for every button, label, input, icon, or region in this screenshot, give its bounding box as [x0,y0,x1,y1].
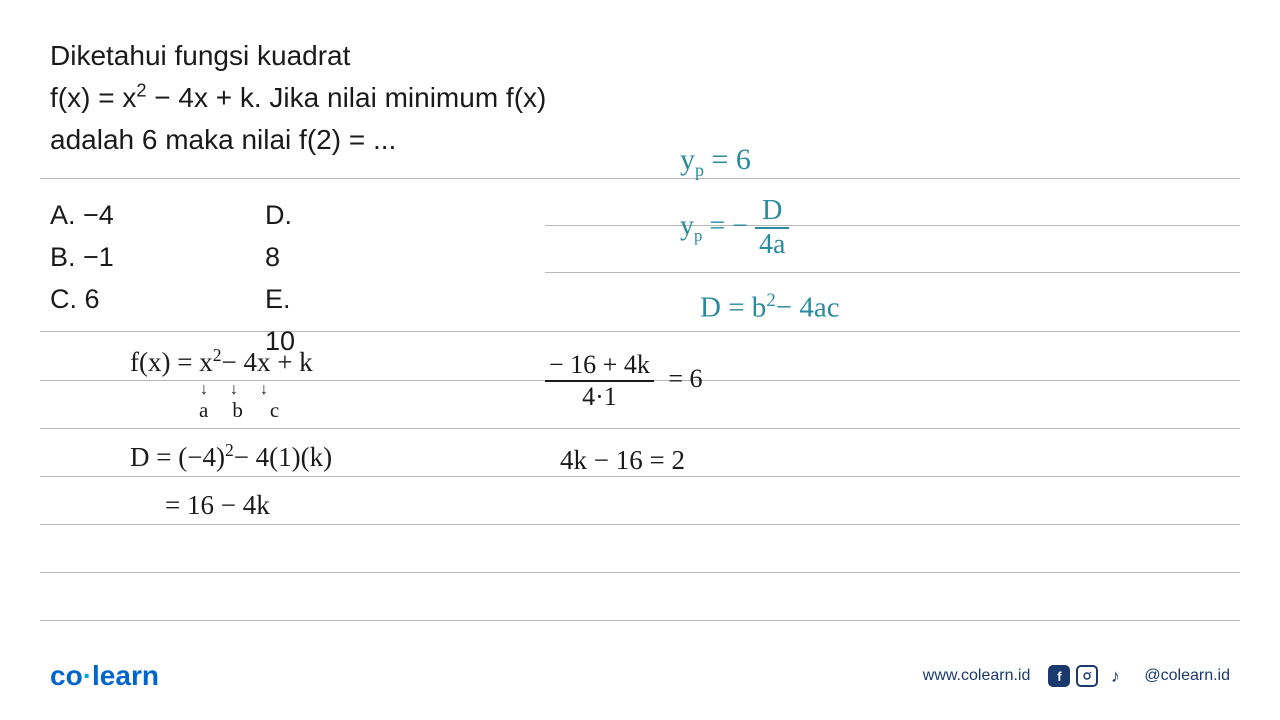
tiktok-icon: ♪ [1104,665,1126,687]
option-c: C. 6 [50,279,114,321]
question-line2: f(x) = x2 − 4x + k. Jika nilai minimum f… [50,77,546,119]
fraction-eq: − 16 + 4k 4·1 = 6 [545,350,703,412]
yp-equals-6: yp = 6 [680,143,751,181]
fx-expression: f(x) = x2− 4x + k [130,345,313,378]
coef-arrows: ↓↓↓ [200,378,290,399]
option-b: B. −1 [50,237,114,279]
final-eq: 4k − 16 = 2 [560,445,685,476]
question-line1: Diketahui fungsi kuadrat [50,35,546,77]
d-result: = 16 − 4k [165,490,270,521]
social-icons: f ♪ [1048,665,1126,687]
option-d: D. 8 [265,195,295,279]
footer: co·learn www.colearn.id f ♪ @colearn.id [0,660,1280,692]
facebook-icon: f [1048,665,1070,687]
footer-url: www.colearn.id [923,667,1031,685]
question-text: Diketahui fungsi kuadrat f(x) = x2 − 4x … [50,35,546,161]
question-line3: adalah 6 maka nilai f(2) = ... [50,119,546,161]
instagram-icon [1076,665,1098,687]
logo: co·learn [50,660,159,692]
d-calculation: D = (−4)2− 4(1)(k) [130,440,332,473]
option-a: A. −4 [50,195,114,237]
yp-formula: yp = − D 4a [680,195,789,261]
d-formula: D = b2− 4ac [700,290,840,325]
footer-handle: @colearn.id [1144,667,1230,685]
coef-labels: abc [199,398,279,423]
answer-options: A. −4 B. −1 C. 6 D. 8 E. 10 [50,195,114,321]
